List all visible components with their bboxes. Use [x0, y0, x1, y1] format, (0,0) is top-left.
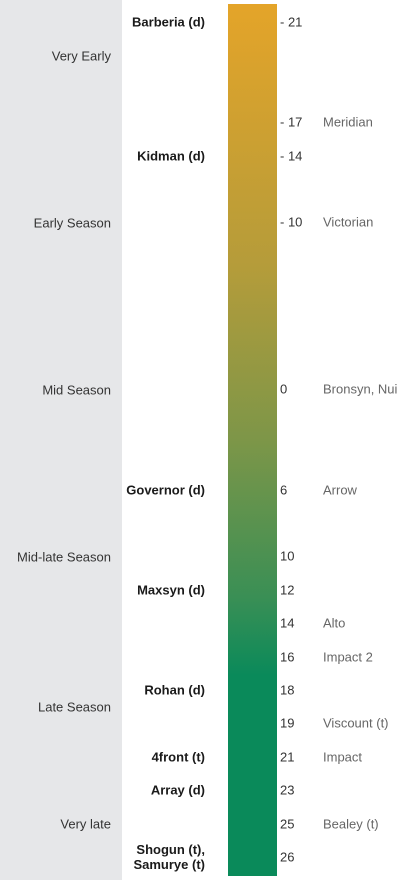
variety-right: Impact 2 — [323, 649, 373, 665]
season-label: Very Early — [51, 48, 111, 64]
variety-right: Viscount (t) — [323, 715, 389, 731]
scale-value: 10 — [280, 548, 295, 564]
scale-bar — [228, 4, 277, 876]
season-label: Early Season — [33, 215, 111, 231]
variety-left: Governor (d) — [126, 482, 205, 498]
scale-value: 14 — [280, 615, 295, 631]
scale-value: 25 — [280, 816, 295, 832]
variety-right: Bronsyn, Nui — [323, 381, 398, 397]
variety-right: Arrow — [323, 482, 357, 498]
scale-value: 19 — [280, 715, 295, 731]
scale-value: 23 — [280, 782, 295, 798]
scale-value: - 10 — [280, 214, 303, 230]
season-label: Mid-late Season — [17, 549, 111, 565]
scale-value: 21 — [280, 749, 295, 765]
scale-value: 16 — [280, 649, 295, 665]
scale-value: - 14 — [280, 148, 303, 164]
variety-left: 4front (t) — [151, 749, 205, 765]
variety-left: Kidman (d) — [137, 148, 205, 164]
scale-value: 18 — [280, 682, 295, 698]
season-band — [0, 0, 122, 880]
variety-left: Rohan (d) — [144, 682, 205, 698]
variety-right: Victorian — [323, 214, 374, 230]
scale-value: 26 — [280, 849, 295, 865]
variety-left: Maxsyn (d) — [137, 582, 205, 598]
variety-right: Bealey (t) — [323, 816, 379, 832]
variety-right: Meridian — [323, 114, 373, 130]
scale-value: 0 — [280, 381, 288, 397]
season-label: Mid Season — [42, 382, 111, 398]
season-label: Very late — [60, 816, 111, 832]
season-label: Late Season — [37, 699, 111, 715]
scale-value: 12 — [280, 582, 295, 598]
variety-left: Array (d) — [150, 782, 205, 798]
variety-right: Impact — [323, 749, 363, 765]
scale-value: - 21 — [280, 14, 303, 30]
variety-right: Alto — [323, 615, 346, 631]
scale-value: 6 — [280, 482, 288, 498]
scale-value: - 17 — [280, 114, 303, 130]
variety-left: Barberia (d) — [132, 14, 205, 30]
variety-left: Shogun (t), Samurye (t) — [133, 842, 205, 872]
